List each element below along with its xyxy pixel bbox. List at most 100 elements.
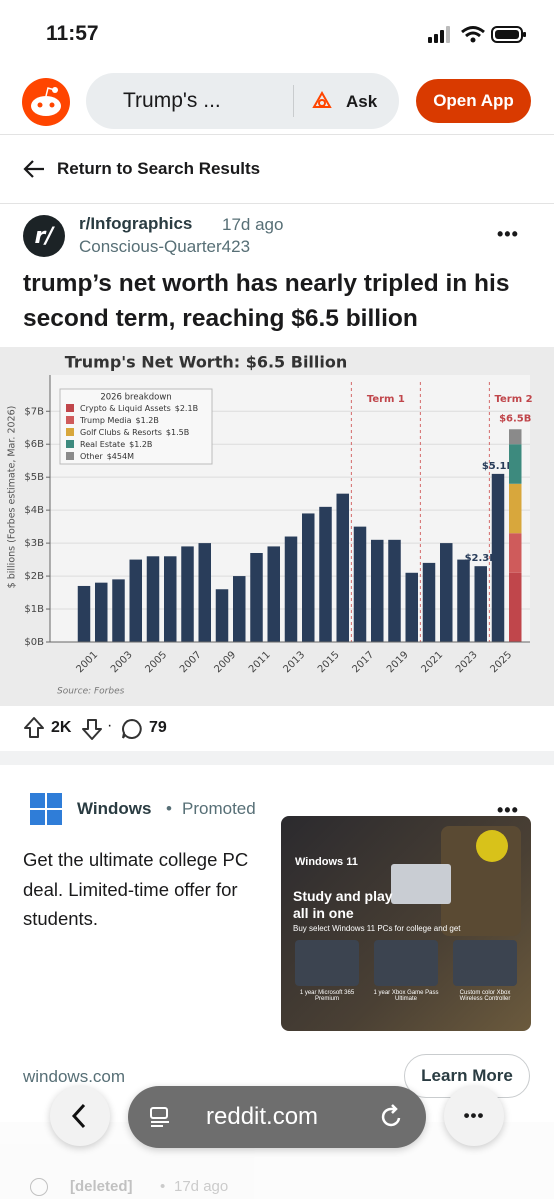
post-title[interactable]: trump’s net worth has nearly tripled in …	[23, 270, 510, 332]
bar	[336, 493, 349, 642]
legend-entry: Trump Media $1.2B	[79, 416, 159, 425]
ad-text[interactable]: Get the ultimate college PC deal. Limite…	[23, 849, 249, 929]
back-arrow[interactable]	[22, 158, 46, 180]
bar	[491, 473, 505, 642]
reddit-logo[interactable]	[22, 78, 70, 126]
legend-swatch	[66, 416, 74, 424]
comment-icon[interactable]	[120, 717, 144, 741]
legend-name: Real Estate	[80, 440, 125, 449]
ad-domain[interactable]: windows.com	[23, 1067, 126, 1086]
stack-segment	[509, 429, 522, 445]
y-tick-label: $7B	[24, 406, 44, 417]
status-icons	[428, 26, 526, 43]
ask-label[interactable]: Ask	[346, 92, 378, 111]
downvote[interactable]	[80, 717, 104, 741]
open-app-button[interactable]: Open App	[416, 79, 531, 123]
url: reddit.com	[206, 1103, 319, 1130]
bar	[267, 546, 280, 642]
status-time: 11:57	[46, 22, 99, 45]
term-label: Term 1	[367, 394, 405, 405]
bar	[250, 553, 263, 642]
dot: •	[166, 799, 172, 818]
reload-icon[interactable]	[379, 1103, 405, 1131]
subreddit-avatar[interactable]: r/	[23, 215, 65, 257]
bar	[474, 566, 487, 642]
subreddit-name[interactable]: r/Infographics	[79, 214, 193, 233]
ad-brand[interactable]: Windows	[77, 799, 152, 818]
separator	[0, 203, 554, 204]
total-label: $6.5B	[499, 413, 531, 424]
bar	[319, 506, 332, 642]
y-tick-label: $1B	[24, 604, 44, 615]
bar	[302, 513, 315, 642]
separator	[0, 134, 554, 135]
legend-name: Golf Clubs & Resorts	[80, 428, 162, 437]
stack-segment	[509, 533, 522, 573]
ad-item: 1 year Microsoft 365 Premium	[299, 990, 355, 1002]
divider	[293, 85, 294, 117]
legend-swatch	[66, 440, 74, 448]
bar	[129, 559, 142, 642]
y-tick-label: $6B	[24, 439, 44, 450]
browser-back[interactable]	[50, 1086, 110, 1146]
stack-segment	[509, 572, 522, 642]
value-label: $5.1B	[482, 461, 514, 472]
dot: •	[160, 1178, 166, 1195]
search-bar[interactable]: Trump's ... Ask	[86, 73, 399, 129]
legend-entry: Crypto & Liquid Assets $2.1B	[80, 404, 198, 413]
value-label: $2.3B	[465, 553, 497, 564]
ask-icon	[312, 91, 332, 108]
reader-icon[interactable]	[148, 1105, 172, 1129]
y-tick-label: $3B	[24, 538, 44, 549]
ad-image-headline: Study and play all in one	[293, 888, 393, 921]
y-tick-label: $0B	[24, 637, 44, 648]
more-menu[interactable]: •••	[497, 800, 519, 820]
ad-tile	[295, 940, 359, 986]
ad-tile	[453, 940, 517, 986]
browser-menu[interactable]: •••	[444, 1086, 504, 1146]
return-link[interactable]: Return to Search Results	[57, 159, 261, 178]
legend-entry: Golf Clubs & Resorts $1.5B	[80, 428, 189, 437]
upvote-count: 2K	[51, 719, 72, 736]
comment-age: 17d ago	[174, 1178, 229, 1195]
dot: ·	[107, 717, 113, 734]
post-author[interactable]: Conscious-Quarter423	[79, 237, 251, 256]
chart-title: Trump's Net Worth: $6.5 Billion	[65, 353, 348, 372]
legend-value: $1.5B	[166, 428, 189, 437]
bar	[405, 572, 418, 642]
search-text: Trump's ...	[123, 89, 221, 112]
legend-box	[59, 388, 213, 465]
y-tick-label: $2B	[24, 571, 44, 582]
ad-image[interactable]: Windows 11 Study and play all in one Buy…	[281, 816, 531, 1031]
upvote[interactable]	[22, 716, 46, 740]
ad-promoted: Promoted	[182, 799, 256, 818]
legend-name: Trump Media	[79, 416, 132, 425]
bar	[440, 543, 453, 642]
post-age: 17d ago	[222, 215, 284, 234]
legend-value: $1.2B	[136, 416, 159, 425]
stack-segment	[509, 483, 522, 534]
bar	[233, 576, 246, 642]
more-menu[interactable]: •••	[497, 224, 519, 244]
legend-entry: Other $454M	[80, 452, 134, 461]
bar	[95, 582, 108, 642]
legend-value: $454M	[107, 452, 134, 461]
expand-icon[interactable]	[30, 1178, 48, 1196]
back-chevron	[71, 1103, 86, 1129]
address-bar[interactable]: reddit.com	[128, 1086, 426, 1148]
ad-item: Custom color Xbox Wireless Controller	[459, 990, 511, 1002]
bar	[77, 585, 91, 642]
chart[interactable]: Trump's Net Worth: $6.5 Billion $ billio…	[0, 347, 554, 706]
bar	[164, 556, 177, 642]
ad-item: 1 year Xbox Game Pass Ultimate	[373, 990, 439, 1002]
bar	[215, 589, 229, 642]
bar	[388, 539, 401, 642]
bar	[422, 562, 436, 642]
legend-name: Other	[80, 452, 103, 461]
legend-entry: Real Estate $1.2B	[80, 440, 152, 449]
legend-swatch	[66, 452, 74, 460]
source: Source: Forbes	[57, 687, 125, 697]
stack-segment	[509, 444, 522, 484]
